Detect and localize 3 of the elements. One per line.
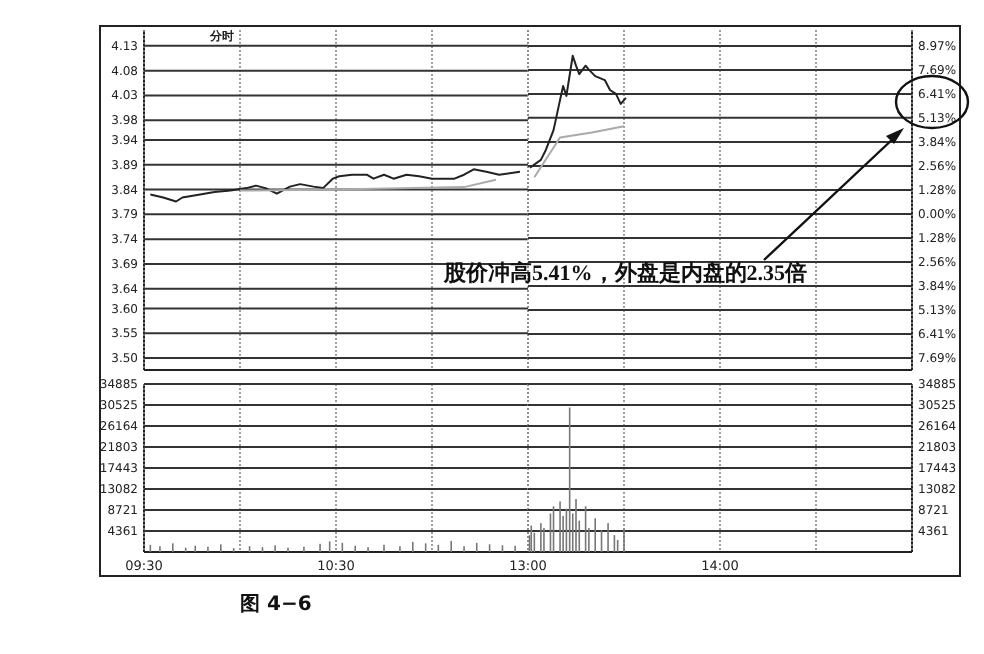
- caption: 图 4−6: [240, 594, 312, 616]
- line-series: [149, 168, 521, 203]
- annotation: 股价冲高5.41%，外盘是内盘的2.35倍: [442, 260, 807, 286]
